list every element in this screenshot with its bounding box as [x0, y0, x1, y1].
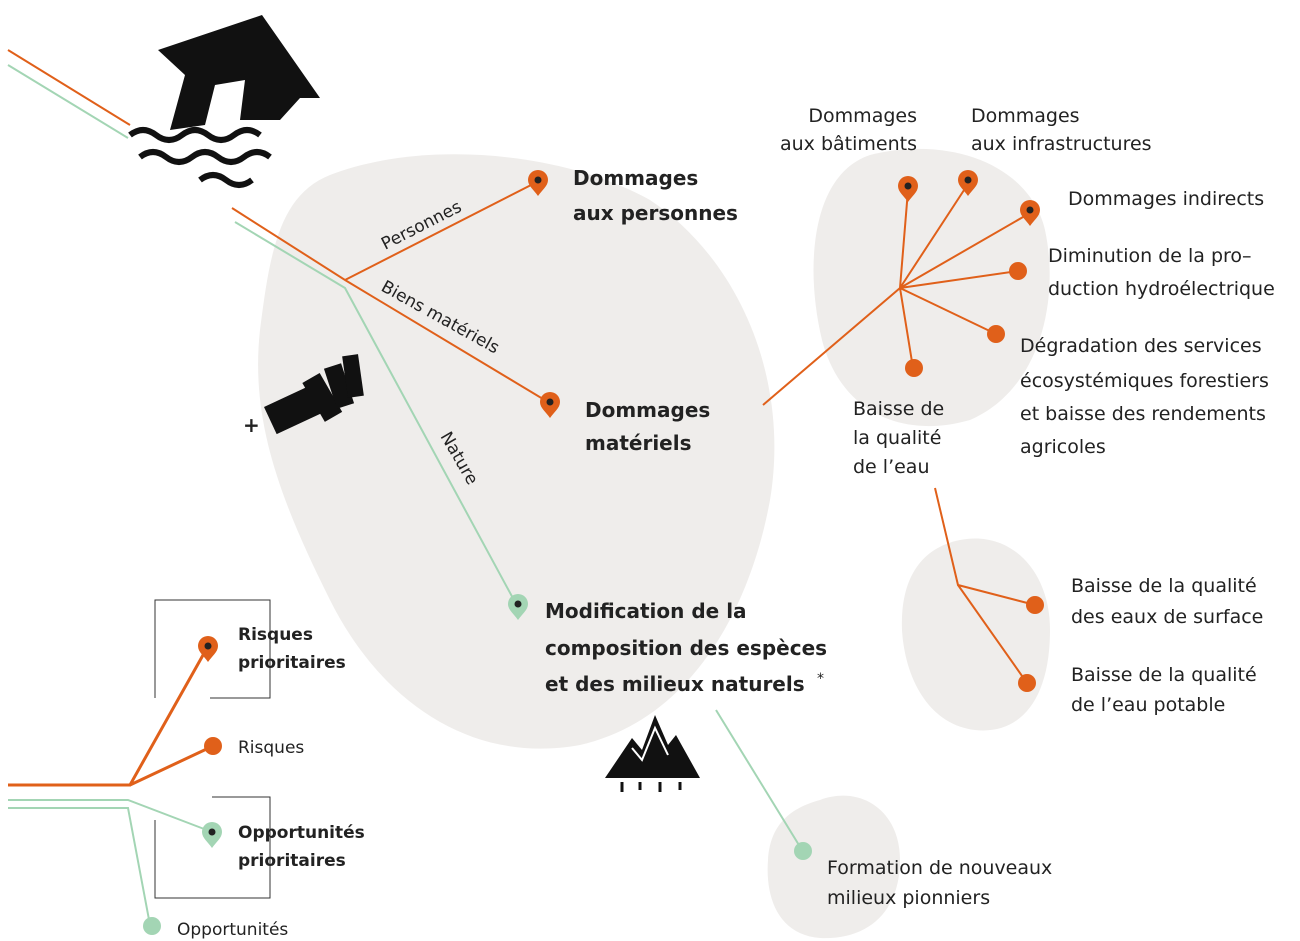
- pin: [202, 822, 222, 848]
- effect-label: Diminution de la pro–: [1048, 245, 1252, 267]
- footnote-mark: *: [817, 671, 824, 687]
- effect-label: Dommages: [971, 105, 1080, 127]
- dot: [204, 737, 222, 755]
- effect-label: Dommages indirects: [1068, 188, 1264, 210]
- dot: [794, 842, 812, 860]
- effect-label: Baisse de la qualité: [1071, 575, 1257, 597]
- effect-label: écosystémiques forestiers: [1020, 370, 1269, 392]
- connector: [8, 800, 212, 925]
- legend-label: Risques: [238, 625, 313, 645]
- effect-label: agricoles: [1020, 436, 1106, 458]
- effect-label: milieux pionniers: [827, 887, 990, 909]
- effect-label: Baisse de la qualité: [1071, 664, 1257, 686]
- node-label: Dommages: [573, 166, 698, 190]
- effect-label: Formation de nouveaux: [827, 857, 1052, 879]
- legend-label: prioritaires: [238, 851, 346, 871]
- diagram: Personnes Biens matériels Nature + Domma…: [0, 0, 1300, 941]
- effect-label: aux bâtiments: [780, 133, 917, 155]
- dot: [143, 917, 161, 935]
- legend-label: Opportunités: [177, 920, 288, 940]
- node-label: Dommages: [585, 398, 710, 422]
- effect-label: Baisse de: [853, 398, 944, 420]
- dot: [1018, 674, 1036, 692]
- dot: [987, 325, 1005, 343]
- legend-label: Risques: [238, 738, 304, 758]
- effect-label: duction hydroélectrique: [1048, 278, 1275, 300]
- dot: [905, 359, 923, 377]
- effect-label: la qualité: [853, 427, 941, 449]
- plus: +: [243, 413, 260, 437]
- effect-label: aux infrastructures: [971, 133, 1152, 155]
- group-blob: [814, 149, 1050, 426]
- node-label: composition des espèces: [545, 636, 827, 660]
- legend-label: prioritaires: [238, 653, 346, 673]
- node-label: matériels: [585, 431, 692, 455]
- dot: [1009, 262, 1027, 280]
- node-label: Modification de la: [545, 599, 747, 623]
- connector: [716, 710, 802, 850]
- effect-label: Dommages: [808, 105, 917, 127]
- effect-label: des eaux de surface: [1071, 606, 1263, 628]
- effect-label: de l’eau potable: [1071, 694, 1225, 716]
- effect-label: de l’eau: [853, 456, 929, 478]
- legend-label: Opportunités: [238, 823, 365, 843]
- node-label: aux personnes: [573, 201, 738, 225]
- dot: [1026, 596, 1044, 614]
- flood-icon: [130, 15, 320, 185]
- effect-label: Dégradation des services: [1020, 335, 1262, 357]
- legend-box: [155, 797, 270, 898]
- effect-label: et baisse des rendements: [1020, 403, 1266, 425]
- connector: [8, 648, 213, 785]
- node-label: et des milieux naturels: [545, 672, 805, 696]
- group-blob: [902, 538, 1050, 730]
